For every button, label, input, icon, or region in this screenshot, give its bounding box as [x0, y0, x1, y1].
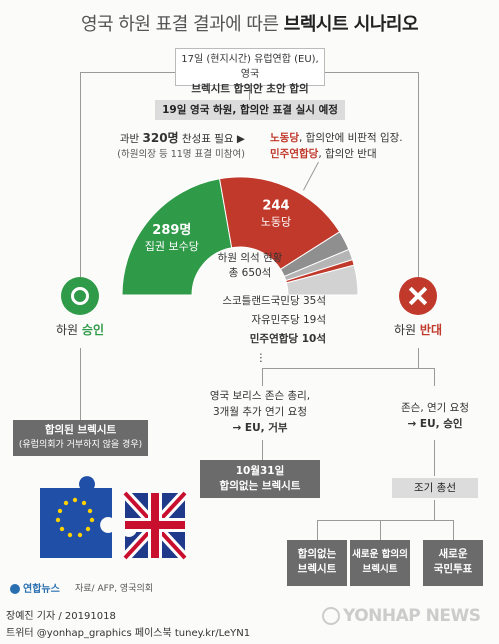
nodeal-box: 10월31일 합의없는 브렉시트 — [200, 460, 320, 498]
delay-request-box: 존슨, 연기 요청 → EU, 승인 — [401, 402, 469, 430]
connector-line — [418, 348, 419, 368]
source-note: 자료/ AFP, 영국의회 — [75, 584, 154, 594]
connector-line — [325, 72, 418, 73]
reject-label: 하원 반대 — [394, 323, 442, 337]
agreed-brexit-box: 합의된 브렉시트 (유럽의회가 거부하지 않을 경우) — [13, 420, 148, 456]
outcome-nodeal: 합의없는 브렉시트 — [287, 540, 347, 586]
johnson-request-box: 영국 보리스 존슨 총리, 3개월 추가 연기 요청 → EU, 거부 — [209, 390, 311, 434]
outcome-new-deal: 새로운 합의의 브렉시트 — [350, 540, 410, 586]
vote-banner: 19일 영국 하원, 합의안 표결 실시 예정 — [155, 100, 345, 120]
majority-line: 과반 320명 찬성표 필요 ▶ — [119, 131, 245, 145]
agreement-box: 17일 (현지시간) 유럽연합 (EU), 영국 브렉시트 합의안 초안 합의 — [175, 48, 325, 95]
seats-title: 하원 의석 현황 — [217, 252, 283, 264]
title-prefix: 영국 하원 표결 결과에 따른 — [80, 14, 284, 35]
legend-ellipsis: ⋮ — [255, 352, 267, 364]
legend-snp: 스코틀랜드국민당 35석 — [222, 295, 326, 307]
eu-flag-piece — [40, 476, 112, 558]
seat-party-label-0: 집권 보수당 — [145, 240, 199, 253]
connector-line — [80, 72, 81, 277]
early-election-box: 조기 총선 — [392, 478, 478, 498]
connector-line — [317, 520, 454, 521]
seats-summary: 하원 의석 현황 총 650석 — [198, 251, 302, 281]
agreement-date: 17일 (현지시간) 유럽연합 (EU), 영국 — [181, 54, 319, 80]
connector-line — [80, 72, 175, 73]
seat-legend: 스코틀랜드국민당 35석 자유민주당 19석 민주연합당 10석 ⋮ — [196, 292, 326, 368]
connector-line — [434, 440, 435, 476]
connector-line — [453, 520, 454, 540]
seat-value-label-1: 244 — [262, 199, 289, 214]
connector-line — [317, 520, 318, 540]
connector-line — [262, 368, 435, 369]
legend-libdem: 자유민주당 19석 — [251, 314, 326, 326]
connector-line — [262, 368, 263, 386]
puzzle-illustration — [40, 476, 189, 562]
seat-slice-1 — [218, 176, 341, 270]
connector-line — [418, 72, 419, 277]
reject-icon — [399, 277, 437, 315]
social-links: 트위터 @yonhap_graphics 페이스북 tuney.kr/LeYN1 — [6, 628, 251, 639]
seat-slice-0 — [121, 178, 233, 296]
connector-line — [434, 368, 435, 386]
connector-line — [380, 520, 381, 540]
connector-line — [249, 86, 250, 100]
page-title: 영국 하원 표결 결과에 따른 브렉시트 시나리오 — [0, 10, 499, 36]
seat-value-label-0: 289명 — [152, 222, 191, 238]
seat-party-label-1: 노동당 — [261, 216, 291, 229]
seats-total: 총 650석 — [228, 267, 272, 279]
connector-line — [80, 348, 81, 420]
approve-label: 하원 승인 — [56, 323, 104, 337]
connector-line — [262, 440, 263, 460]
connector-line — [434, 500, 435, 520]
yonhap-watermark: YONHAP NEWS — [322, 606, 481, 626]
agreement-text: 브렉시트 합의안 초안 합의 — [191, 83, 309, 95]
majority-subnote: (하원의장 등 11명 표결 미참여) — [117, 149, 245, 160]
legend-dup: 민주연합당 10석 — [249, 333, 326, 345]
uk-flag-piece — [121, 489, 189, 562]
outcome-referendum: 새로운 국민투표 — [423, 540, 483, 586]
agency-logo: 연합뉴스 — [10, 580, 60, 595]
approve-icon — [61, 277, 99, 315]
byline: 장예진 기자 / 20191018 — [6, 611, 116, 622]
title-emphasis: 브렉시트 시나리오 — [283, 14, 419, 35]
labour-note: 노동당, 합의안에 비판적 입장. 민주연합당, 합의안 반대 — [270, 132, 403, 160]
majority-note: 과반 320명 찬성표 필요 ▶ (하원의장 등 11명 표결 미참여) — [95, 130, 245, 163]
seat-slice-5 — [285, 264, 359, 296]
